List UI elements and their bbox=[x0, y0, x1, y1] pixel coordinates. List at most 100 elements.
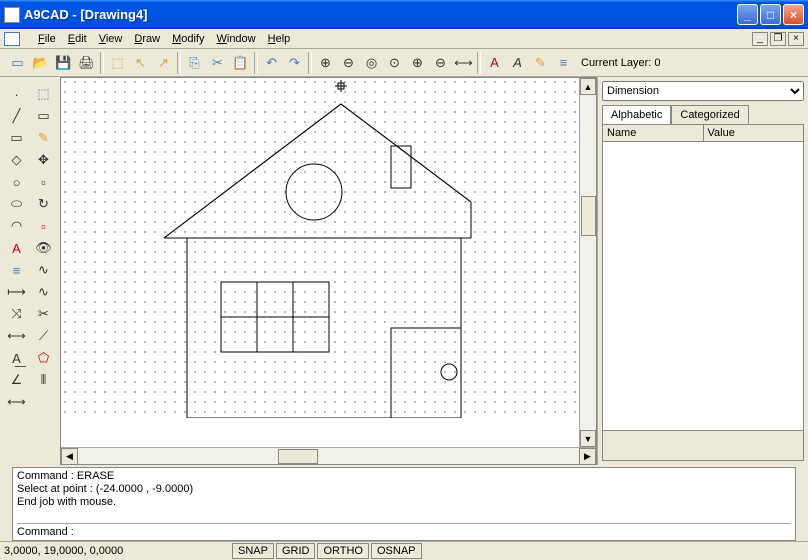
undo-icon[interactable]: ↶ bbox=[260, 52, 283, 74]
open-icon[interactable]: 📂 bbox=[29, 52, 52, 74]
toggle-grid[interactable]: GRID bbox=[276, 543, 316, 559]
menu-file[interactable]: File bbox=[32, 31, 62, 47]
tool-arc[interactable]: ◠ bbox=[5, 215, 28, 237]
col-name[interactable]: Name bbox=[603, 125, 704, 141]
prop-tabs: AlphabeticCategorized bbox=[602, 105, 804, 125]
tool-rect[interactable]: ▭ bbox=[32, 105, 55, 127]
tool-curve2[interactable]: ∿ bbox=[32, 281, 55, 303]
tool-mirror[interactable]: ⦀ bbox=[32, 369, 55, 391]
paint-icon[interactable]: ✎ bbox=[529, 52, 552, 74]
tab-alphabetic[interactable]: Alphabetic bbox=[602, 105, 671, 125]
minimize-button[interactable]: _ bbox=[737, 4, 758, 25]
tool-trim[interactable]: ✂ bbox=[32, 303, 55, 325]
draw-toolbar: ·⬚╱▭▭✎◇✥○▫⬭↻◠▫A👁≡∿⟼∿⤨✂⟷⟋A͟⬠∠⦀⟷ bbox=[0, 77, 60, 465]
menu-draw[interactable]: Draw bbox=[128, 31, 166, 47]
menu-view[interactable]: View bbox=[93, 31, 129, 47]
maximize-button[interactable]: □ bbox=[760, 4, 781, 25]
tool-rect2[interactable]: ▭ bbox=[5, 127, 28, 149]
scroll-left-button[interactable]: ◀ bbox=[61, 448, 78, 465]
tool-pencil[interactable]: ✎ bbox=[32, 127, 55, 149]
hscrollbar[interactable]: ◀ ▶ bbox=[61, 447, 596, 464]
pan-icon[interactable]: ⟷ bbox=[452, 52, 475, 74]
tool-move[interactable]: ✥ bbox=[32, 149, 55, 171]
textb-icon[interactable]: A bbox=[506, 52, 529, 74]
coords-display: 3,0000, 19,0000, 0,0000 bbox=[4, 545, 232, 557]
vscroll-thumb[interactable] bbox=[581, 196, 596, 236]
tool-text2[interactable]: A͟ bbox=[5, 347, 28, 369]
layers-icon[interactable]: ≡ bbox=[552, 52, 575, 74]
menu-window[interactable]: Window bbox=[210, 31, 261, 47]
zoomout-icon[interactable]: ⊖ bbox=[337, 52, 360, 74]
zoomwin-icon[interactable]: ◎ bbox=[360, 52, 383, 74]
zoom2-icon[interactable]: ⊖ bbox=[429, 52, 452, 74]
tool-lines[interactable]: ≡ bbox=[5, 259, 28, 281]
paste-icon[interactable]: 📋 bbox=[229, 52, 252, 74]
menu-help[interactable]: Help bbox=[262, 31, 297, 47]
texta-icon[interactable]: A bbox=[483, 52, 506, 74]
mdi-restore-button[interactable]: ❐ bbox=[770, 32, 786, 46]
command-area[interactable]: Command : ERASESelect at point : (-24.00… bbox=[12, 467, 796, 541]
tool-angle[interactable]: ∠ bbox=[5, 369, 28, 391]
command-prompt[interactable]: Command : bbox=[17, 523, 791, 538]
main-toolbar: ▭📂💾🖨⬚↖↗⎘✂📋↶↷⊕⊖◎⊙⊕⊖⟷AA✎≡Current Layer: 0 bbox=[0, 49, 808, 77]
new-icon[interactable]: ▭ bbox=[6, 52, 29, 74]
tool-dim1[interactable]: ⟼ bbox=[5, 281, 28, 303]
object-type-select[interactable]: Dimension bbox=[602, 81, 804, 101]
tool-point[interactable]: · bbox=[5, 83, 28, 105]
drawing-canvas[interactable] bbox=[61, 78, 579, 447]
pick2-icon[interactable]: ↗ bbox=[152, 52, 175, 74]
tool-curve[interactable]: ∿ bbox=[32, 259, 55, 281]
redo-icon[interactable]: ↷ bbox=[283, 52, 306, 74]
doc-icon bbox=[4, 32, 20, 46]
tool-region[interactable]: ⬠ bbox=[32, 347, 55, 369]
tool-line[interactable]: ╱ bbox=[5, 105, 28, 127]
toggle-osnap[interactable]: OSNAP bbox=[371, 543, 422, 559]
tool-rect3[interactable]: ▫ bbox=[32, 215, 55, 237]
tool-text[interactable]: A bbox=[5, 237, 28, 259]
scroll-right-button[interactable]: ▶ bbox=[579, 448, 596, 465]
mdi-min-button[interactable]: _ bbox=[752, 32, 768, 46]
close-button[interactable]: × bbox=[783, 4, 804, 25]
pick-icon[interactable]: ↖ bbox=[129, 52, 152, 74]
select-icon[interactable]: ⬚ bbox=[106, 52, 129, 74]
tool-circle[interactable]: ○ bbox=[5, 171, 28, 193]
app-icon bbox=[4, 7, 20, 23]
tool-ellipse[interactable]: ⬭ bbox=[5, 193, 28, 215]
canvas-area: ▲ ▼ ◀ ▶ bbox=[60, 77, 597, 465]
vscrollbar[interactable]: ▲ ▼ bbox=[579, 78, 596, 447]
scroll-down-button[interactable]: ▼ bbox=[580, 430, 596, 447]
statusbar: 3,0000, 19,0000, 0,0000 SNAPGRIDORTHOOSN… bbox=[0, 541, 808, 560]
command-log: Command : ERASESelect at point : (-24.00… bbox=[17, 470, 791, 523]
print-icon[interactable]: 🖨 bbox=[75, 52, 98, 74]
copy-icon[interactable]: ⎘ bbox=[183, 52, 206, 74]
tool-dimv[interactable]: ⟷ bbox=[5, 391, 28, 413]
tool-blank[interactable] bbox=[32, 391, 55, 413]
save-icon[interactable]: 💾 bbox=[52, 52, 75, 74]
toggle-snap[interactable]: SNAP bbox=[232, 543, 274, 559]
window-title: A9CAD - [Drawing4] bbox=[24, 7, 735, 22]
tool-rotate[interactable]: ↻ bbox=[32, 193, 55, 215]
titlebar: A9CAD - [Drawing4] _ □ × bbox=[0, 0, 808, 29]
property-grid[interactable]: Name Value bbox=[602, 124, 804, 461]
zoom1-icon[interactable]: ⊕ bbox=[406, 52, 429, 74]
col-value[interactable]: Value bbox=[704, 125, 804, 141]
menu-edit[interactable]: Edit bbox=[62, 31, 93, 47]
scroll-up-button[interactable]: ▲ bbox=[580, 78, 596, 95]
hscroll-thumb[interactable] bbox=[278, 449, 318, 464]
toggle-ortho[interactable]: ORTHO bbox=[317, 543, 369, 559]
tool-dimh[interactable]: ⟷ bbox=[5, 325, 28, 347]
menubar: FileEditViewDrawModifyWindowHelp _ ❐ × bbox=[0, 29, 808, 49]
tool-select-rect[interactable]: ⬚ bbox=[32, 83, 55, 105]
tab-categorized[interactable]: Categorized bbox=[671, 105, 748, 125]
tool-dim2[interactable]: ⤨ bbox=[5, 303, 28, 325]
cut-icon[interactable]: ✂ bbox=[206, 52, 229, 74]
zoomin-icon[interactable]: ⊕ bbox=[314, 52, 337, 74]
tool-line2[interactable]: ⟋ bbox=[32, 325, 55, 347]
tool-handle[interactable]: ▫ bbox=[32, 171, 55, 193]
mdi-close-button[interactable]: × bbox=[788, 32, 804, 46]
zoomext-icon[interactable]: ⊙ bbox=[383, 52, 406, 74]
menu-modify[interactable]: Modify bbox=[166, 31, 210, 47]
current-layer-label: Current Layer: 0 bbox=[581, 57, 660, 69]
tool-eye[interactable]: 👁 bbox=[32, 237, 55, 259]
tool-poly[interactable]: ◇ bbox=[5, 149, 28, 171]
